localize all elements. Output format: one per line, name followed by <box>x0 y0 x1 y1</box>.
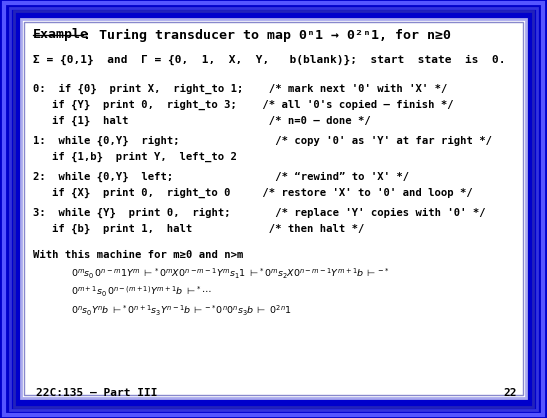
Text: if {1}  halt                      /* n=0 – done */: if {1} halt /* n=0 – done */ <box>52 115 371 126</box>
Text: 0:  if {0}  print X,  right_to 1;    /* mark next '0' with 'X' */: 0: if {0} print X, right_to 1; /* mark n… <box>33 84 447 94</box>
Text: 1:  while {0,Y}  right;               /* copy '0' as 'Y' at far right */: 1: while {0,Y} right; /* copy '0' as 'Y'… <box>33 136 492 146</box>
Text: 2:  while {0,Y}  left;                /* “rewind” to 'X' */: 2: while {0,Y} left; /* “rewind” to 'X' … <box>33 171 409 182</box>
Text: 22C:135 – Part III: 22C:135 – Part III <box>36 388 157 398</box>
Text: With this machine for m≥0 and n>m: With this machine for m≥0 and n>m <box>33 250 243 260</box>
Text: $0^m s_0\, 0^{n-m} 1 Y^m \;\vdash^{\!*} 0^m X 0^{n-m-1} Y^m s_1 1 \;\vdash^{\!*}: $0^m s_0\, 0^{n-m} 1 Y^m \;\vdash^{\!*} … <box>71 267 389 281</box>
Text: if {Y}  print 0,  right_to 3;    /* all '0's copied – finish */: if {Y} print 0, right_to 3; /* all '0's … <box>52 99 453 110</box>
Bar <box>24 22 523 395</box>
Text: 22: 22 <box>503 388 517 398</box>
Text: $0^n s_0 Y^n b \;\vdash^{\!*} 0^{n+1} s_3 Y^{n-1} b \;\vdash^{-*} 0^n 0^n s_3 b : $0^n s_0 Y^n b \;\vdash^{\!*} 0^{n+1} s_… <box>71 303 292 318</box>
Text: if {1,b}  print Y,  left_to 2: if {1,b} print Y, left_to 2 <box>52 152 237 162</box>
Text: 3:  while {Y}  print 0,  right;       /* replace 'Y' copies with '0' */: 3: while {Y} print 0, right; /* replace … <box>33 208 485 218</box>
Text: Example: Example <box>33 28 89 41</box>
Text: $0^{m+1} s_0\, 0^{n-(m+1)} Y^{m+1} b \;\vdash^{\!*} \cdots$: $0^{m+1} s_0\, 0^{n-(m+1)} Y^{m+1} b \;\… <box>71 285 212 299</box>
Text: Σ = {0,1}  and  Γ = {0,  1,  X,  Y,   b(blank)};  start  state  is  0.: Σ = {0,1} and Γ = {0, 1, X, Y, b(blank)}… <box>33 55 505 66</box>
Text: if {X}  print 0,  right_to 0     /* restore 'X' to '0' and loop */: if {X} print 0, right_to 0 /* restore 'X… <box>52 187 473 198</box>
Text: : Turing transducer to map 0ⁿ1 → 0²ⁿ1, for n≥0: : Turing transducer to map 0ⁿ1 → 0²ⁿ1, f… <box>83 28 451 41</box>
Text: if {b}  print 1,  halt            /* then halt */: if {b} print 1, halt /* then halt */ <box>52 224 364 234</box>
